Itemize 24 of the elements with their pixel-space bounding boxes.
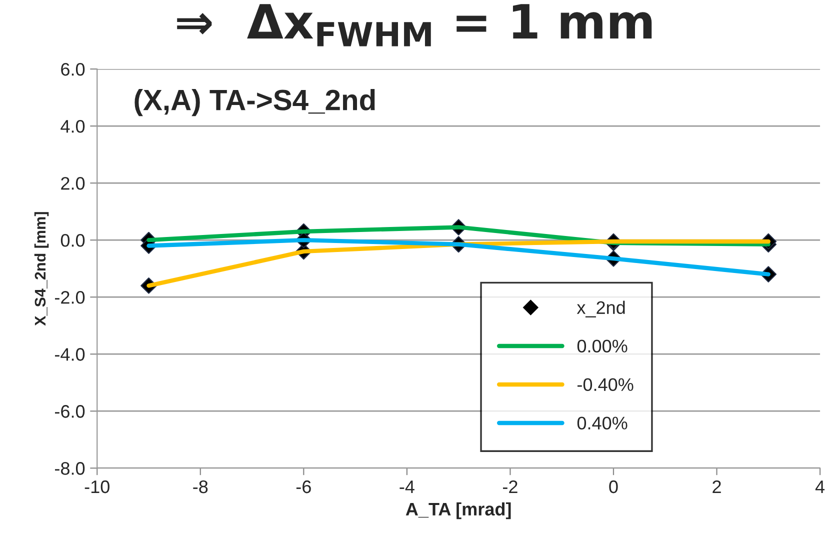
y-tick-label: 6.0 (61, 62, 85, 76)
x-axis-title: A_TA [mrad] (406, 502, 511, 520)
chart-title: ⇒ Δx$_{FWHM}$ = 1 mm (177, 4, 652, 46)
x-tick-label: -4 (400, 480, 414, 494)
x-tick-label: -2 (502, 480, 518, 494)
y-tick-label: 4.0 (60, 120, 85, 133)
x-tick-label: -10 (84, 480, 110, 494)
y-tick-label: 0.0 (60, 234, 85, 247)
legend-label: -0.40% (578, 378, 634, 391)
x-tick-label: -6 (296, 480, 311, 494)
x-tick-label: 4 (815, 480, 825, 494)
annotation: (X,A) TA->S4_2nd (134, 88, 375, 116)
legend-label: 0.40% (577, 416, 628, 430)
x-tick-label: -8 (193, 480, 208, 494)
y-tick-label: -4.0 (54, 348, 85, 361)
y-tick-label: -8.0 (54, 462, 85, 475)
x-tick-label: 2 (712, 480, 721, 494)
y-axis-title: X_S4_2nd [mm] (34, 212, 49, 326)
x-tick-label: 0 (609, 480, 618, 494)
legend-label: 0.00% (577, 340, 628, 352)
legend-label: x_2nd (576, 300, 625, 318)
y-tick-label: -2.0 (54, 291, 85, 304)
y-tick-label: 2.0 (61, 176, 85, 190)
y-tick-label: -6.0 (54, 405, 85, 418)
